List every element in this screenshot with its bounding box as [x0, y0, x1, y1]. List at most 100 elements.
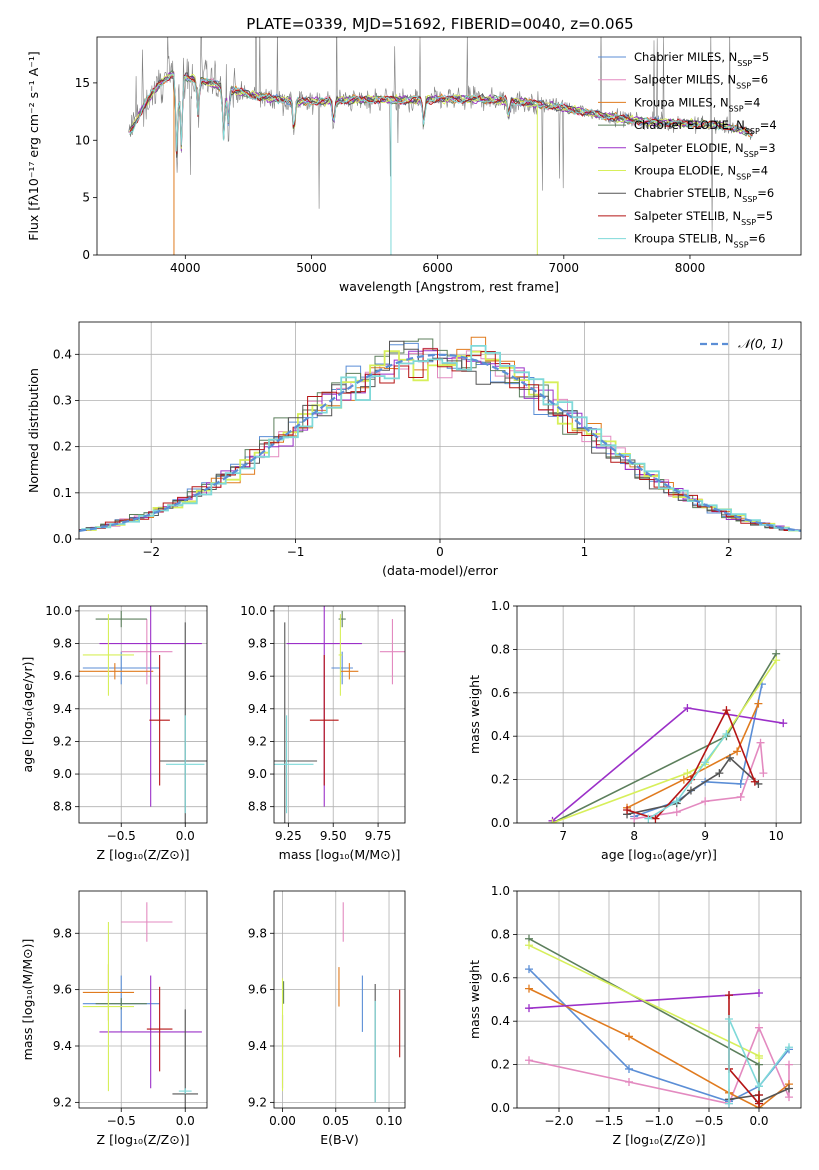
- panel-mass_EBV: 0.00 0.05 0.10 9.2 9.4 9.6 9.8 E(B-V): [248, 890, 406, 1147]
- y-tick-label: 9.8: [248, 926, 267, 940]
- legend-label: Salpeter MILES, NSSP=6: [634, 73, 768, 91]
- weight-marker: [726, 753, 734, 762]
- x-tick-label: 6000: [422, 261, 453, 275]
- weight-marker: [625, 1077, 633, 1086]
- histogram-step: [79, 348, 799, 531]
- weight-marker: [672, 797, 681, 806]
- y-axis-label: age [log₁₀(age/yr)]: [20, 657, 35, 773]
- legend-label: Chabrier MILES, NSSP=5: [634, 50, 769, 68]
- x-tick-label: 7000: [549, 261, 580, 275]
- y-tick-label: 1.0: [491, 884, 510, 898]
- weight-marker: [772, 656, 781, 665]
- weight-marker: [725, 1015, 733, 1024]
- weight-marker: [785, 1093, 793, 1102]
- weight-line: [626, 703, 760, 809]
- weight-marker: [625, 1032, 633, 1041]
- x-tick-label: 0.0: [176, 1114, 195, 1128]
- weight-marker: [644, 814, 653, 823]
- x-axis-label: age [log₁₀(age/yr)]: [601, 847, 717, 862]
- weight-marker: [755, 1090, 763, 1099]
- spectrum-model-line: [129, 74, 753, 154]
- panel-age_Z: −0.5 0.0 8.8 9.0 9.2 9.4 9.6 9.8 10.0 Z [log₁₀(Z/…: [20, 604, 208, 862]
- x-tick-label: 9.50: [320, 829, 347, 843]
- weight-marker: [679, 775, 688, 784]
- x-tick-label: 9: [701, 829, 709, 843]
- y-tick-label: 10.0: [240, 604, 267, 618]
- y-tick-label: 0.0: [491, 816, 510, 830]
- y-tick-label: 5: [82, 191, 90, 205]
- x-tick-label: 4000: [170, 261, 201, 275]
- plot-area-age_mass: [274, 606, 405, 823]
- weight-marker: [525, 1004, 533, 1013]
- axes-frame: [78, 605, 208, 824]
- x-axis-label: E(B-V): [320, 1132, 359, 1147]
- x-axis-label: (data-model)/error: [382, 563, 499, 578]
- legend-label: 𝒩(0, 1): [738, 336, 784, 351]
- weight-marker: [755, 1099, 763, 1108]
- x-axis-label: Z [log₁₀(Z/Z⊙)]: [613, 1132, 706, 1147]
- weight-marker: [630, 814, 639, 823]
- y-axis-label: mass [log₁₀(M/M⊙)]: [20, 939, 35, 1061]
- plot-area-mass_weight_Z: [525, 934, 793, 1108]
- y-tick-label: 8.8: [53, 800, 72, 814]
- weight-marker: [715, 769, 724, 778]
- y-tick-label: 9.2: [248, 1095, 267, 1109]
- y-tick-label: 0.3: [53, 393, 72, 407]
- y-tick-label: 9.4: [53, 1039, 72, 1053]
- y-tick-label: 9.2: [248, 734, 267, 748]
- weight-marker: [683, 769, 692, 778]
- weight-marker: [701, 758, 710, 767]
- weight-marker: [755, 988, 763, 997]
- y-tick-label: 0.4: [53, 347, 72, 361]
- spectrum-legend: Chabrier MILES, NSSP=5 Salpeter MILES, NS…: [598, 50, 777, 249]
- x-tick-label: 0.10: [376, 1114, 403, 1128]
- panel-mass_weight_Z: −2.0 −1.5 −1.0 −0.5 0.0 0.0 0.2 0.4 0.6 0.8 1.0 Z […: [467, 884, 802, 1147]
- figure-title: PLATE=0339, MJD=51692, FIBERID=0040, z=0…: [246, 15, 633, 33]
- weight-marker: [623, 805, 632, 814]
- weight-marker: [683, 703, 692, 712]
- weight-marker: [722, 730, 731, 739]
- panel-spectrum: 4000 5000 6000 7000 8000 0 5 10 15 wavelength [An…: [26, 36, 802, 294]
- x-axis-label: Z [log₁₀(Z/Z⊙)]: [97, 1132, 190, 1147]
- weight-marker: [736, 792, 745, 801]
- spectrum-model-line: [129, 73, 753, 152]
- x-tick-label: 5000: [296, 261, 327, 275]
- weight-marker: [686, 786, 695, 795]
- weight-marker: [785, 1084, 793, 1093]
- y-axis-label: mass weight: [467, 675, 482, 754]
- y-tick-label: 9.0: [53, 767, 72, 781]
- y-tick-label: 9.4: [53, 702, 72, 716]
- y-tick-label: 9.6: [53, 983, 72, 997]
- plot-area-mass_EBV: [281, 902, 401, 1103]
- x-tick-label: 0.00: [269, 1114, 296, 1128]
- axes-frame: [96, 36, 802, 256]
- panel-mass_weight_age: 7 8 9 10 0.0 0.2 0.4 0.6 0.8 1.0 age [log₁₀(age/yr…: [467, 599, 802, 862]
- y-tick-label: 9.4: [248, 1039, 267, 1053]
- weight-marker: [779, 719, 788, 728]
- weight-marker: [725, 991, 733, 1000]
- x-tick-label: 2: [725, 545, 733, 559]
- y-tick-label: 9.8: [53, 926, 72, 940]
- weight-marker: [525, 965, 533, 974]
- plot-area-residuals: [79, 336, 801, 532]
- weight-marker: [750, 777, 759, 786]
- axes-frame: [78, 890, 208, 1109]
- y-tick-label: 0.2: [53, 440, 72, 454]
- y-tick-label: 9.2: [53, 734, 72, 748]
- y-tick-label: 0.0: [491, 1101, 510, 1115]
- x-axis-label: Z [log₁₀(Z/Z⊙)]: [97, 847, 190, 862]
- weight-marker: [722, 706, 731, 715]
- plot-area-mass_weight_age: [548, 649, 788, 823]
- x-tick-label: −0.5: [107, 829, 136, 843]
- x-tick-label: −1.5: [594, 1114, 623, 1128]
- spectrum-model-line: [129, 72, 753, 156]
- y-tick-label: 0: [82, 248, 90, 262]
- weight-marker: [701, 797, 710, 806]
- x-tick-label: 0.05: [322, 1114, 349, 1128]
- y-tick-label: 0.0: [53, 532, 72, 546]
- x-tick-label: 9.25: [275, 829, 302, 843]
- weight-marker: [759, 769, 768, 778]
- x-axis-label: wavelength [Angstrom, rest frame]: [339, 279, 559, 294]
- x-tick-label: 1: [581, 545, 589, 559]
- y-axis-label: Normed distribution: [26, 368, 41, 493]
